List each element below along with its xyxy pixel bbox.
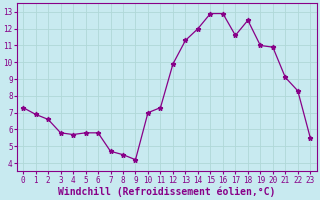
X-axis label: Windchill (Refroidissement éolien,°C): Windchill (Refroidissement éolien,°C)	[58, 186, 276, 197]
